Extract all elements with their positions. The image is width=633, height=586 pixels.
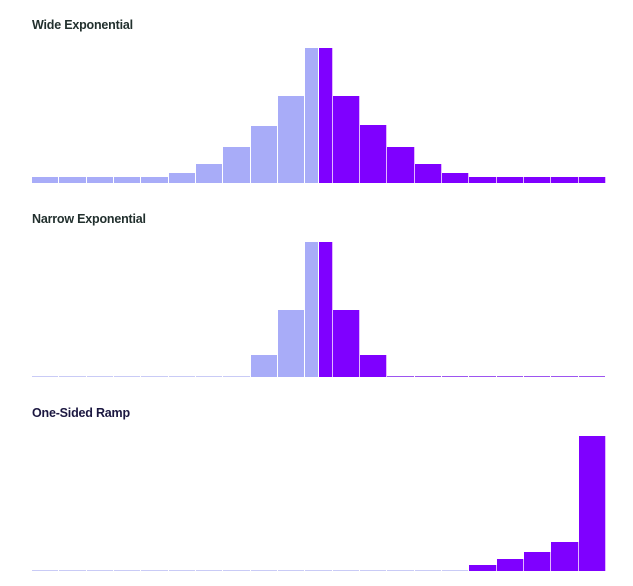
histogram-bar (414, 164, 442, 183)
histogram-bar (524, 375, 551, 377)
chart-title: One-Sided Ramp (32, 406, 130, 420)
histogram-bar (141, 569, 168, 571)
histogram-bar (86, 569, 113, 571)
chart-title: Wide Exponential (32, 18, 133, 32)
histogram-bar (223, 569, 250, 571)
histogram-bar (524, 177, 552, 183)
histogram-bar (414, 569, 441, 571)
histogram-bar (551, 375, 578, 377)
histogram-bar (524, 552, 552, 571)
histogram-bar (442, 569, 469, 571)
histogram-bar (442, 375, 469, 377)
histogram-bar (196, 375, 223, 377)
histogram-bar (387, 375, 414, 377)
histogram-bar (59, 375, 86, 377)
histogram-bar (250, 569, 277, 571)
histogram-bar (332, 310, 360, 377)
histogram-bar (59, 177, 87, 183)
histogram-bar (86, 375, 113, 377)
histogram-bar (578, 177, 606, 183)
histogram-plot (32, 421, 606, 571)
histogram-bar (551, 542, 579, 571)
histogram-bar (414, 375, 441, 377)
histogram-bar (59, 569, 86, 571)
histogram-bar (86, 177, 114, 183)
histogram-bar (196, 569, 223, 571)
histogram-bar (442, 173, 470, 183)
histogram-bar (496, 375, 523, 377)
histogram-bar (332, 96, 360, 183)
histogram-bar (360, 569, 387, 571)
histogram-bar (360, 355, 388, 377)
histogram-bar (360, 125, 388, 183)
panel-narrow-exponential: Narrow Exponential (0, 194, 633, 388)
histogram-bar (278, 569, 305, 571)
histogram-bar (578, 375, 605, 377)
panel-one-sided-ramp: One-Sided Ramp (0, 388, 633, 582)
histogram-bar (278, 96, 306, 183)
histogram-bar (496, 177, 524, 183)
histogram-bar (32, 177, 60, 183)
histogram-bar (223, 147, 251, 183)
histogram-bar (305, 569, 332, 571)
histogram-bar (578, 436, 606, 571)
histogram-bar (114, 375, 141, 377)
histogram-bar (250, 355, 278, 377)
histogram-bar (469, 565, 497, 571)
histogram-bar (141, 375, 168, 377)
histogram-bar (469, 375, 496, 377)
histogram-bar (305, 242, 319, 377)
histogram-plot (32, 33, 606, 183)
histogram-bar (319, 48, 333, 183)
histogram-bar (141, 177, 169, 183)
histogram-bar (168, 375, 195, 377)
histogram-bar (196, 164, 224, 183)
histogram-bar (32, 569, 59, 571)
histogram-bar (250, 126, 278, 183)
histogram-bar (305, 48, 319, 183)
histogram-bar (332, 569, 359, 571)
histogram-bar (278, 310, 306, 377)
histogram-bar (319, 242, 333, 377)
histogram-bar (168, 173, 196, 183)
histogram-bar (551, 177, 579, 183)
histogram-bar (387, 147, 415, 183)
panel-wide-exponential: Wide Exponential (0, 0, 633, 194)
histogram-plot (32, 227, 606, 377)
histogram-bar (469, 177, 497, 183)
histogram-bar (32, 375, 59, 377)
histogram-bar (496, 559, 524, 571)
histogram-bar (168, 569, 195, 571)
chart-title: Narrow Exponential (32, 212, 146, 226)
histogram-bar (114, 177, 142, 183)
histogram-bar (223, 375, 250, 377)
histogram-bar (387, 569, 414, 571)
histogram-bar (114, 569, 141, 571)
